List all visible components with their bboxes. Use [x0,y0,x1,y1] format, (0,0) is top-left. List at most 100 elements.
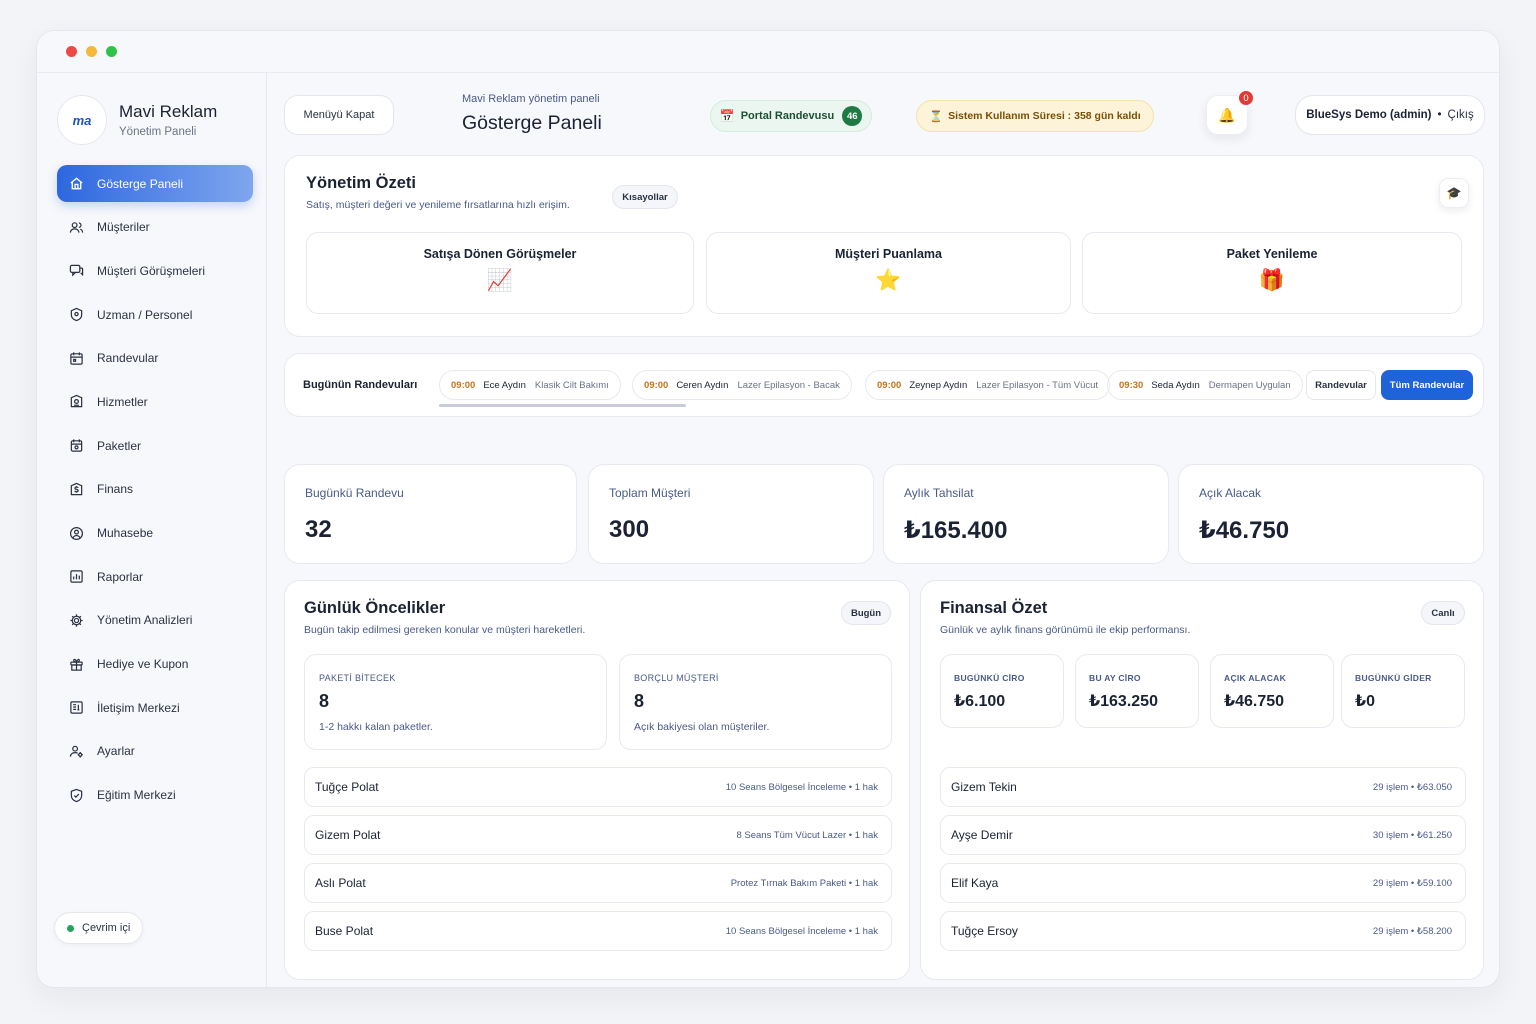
appointment-chip[interactable]: 09:00 Ceren Aydın Lazer Epilasyon - Baca… [632,370,852,400]
all-appointments-button[interactable]: Tüm Randevular [1381,370,1473,400]
gift-icon [70,658,83,671]
list-item[interactable]: Buse Polat 10 Seans Bölgesel İnceleme • … [304,911,892,951]
sidebar-item-label: Ayarlar [97,744,135,759]
shortcut-package-renewal[interactable]: Paket Yenileme 🎁 [1082,232,1462,314]
appointment-service: Klasik Cilt Bakımı [534,379,609,391]
star-icon: ⭐ [875,269,902,292]
brand-logo: ma [57,95,107,145]
finance-metric-value: ₺163.250 [1089,693,1158,710]
logout-link[interactable]: Çıkış [1447,109,1474,121]
table-row[interactable]: Tuğçe Ersoy 29 işlem • ₺58.200 [940,911,1466,951]
sidebar-item-staff[interactable]: Uzman / Personel [57,296,253,333]
sidebar-item-label: Finans [97,482,134,497]
shortcut-title: Müşteri Puanlama [835,247,942,261]
stat-card-open-receivables: Açık Alacak ₺46.750 [1178,464,1484,564]
sidebar-item-contact-center[interactable]: İletişim Merkezi [57,689,253,726]
appointment-time: 09:00 [451,379,476,391]
metric-label: BORÇLU MÜŞTERİ [634,673,719,683]
shortcuts-badge: Kısayollar [612,185,678,209]
chat-icon [69,265,84,278]
portal-appointment-count: 46 [842,106,863,126]
list-item[interactable]: Aslı Polat Protez Tırnak Bakım Paketi • … [304,863,892,903]
list-item[interactable]: Gizem Polat 8 Seans Tüm Vücut Lazer • 1 … [304,815,892,855]
staff-performance: 29 işlem • ₺63.050 [1372,781,1452,793]
table-row[interactable]: Elif Kaya 29 işlem • ₺59.100 [940,863,1466,903]
staff-performance: 29 işlem • ₺58.200 [1372,925,1452,937]
sidebar-item-dashboard[interactable]: Gösterge Paneli [57,165,253,202]
metric-package-ending: PAKETİ BİTECEK 8 1-2 hakkı kalan paketle… [304,654,607,750]
list-item-detail: 8 Seans Tüm Vücut Lazer • 1 hak [736,829,878,841]
chart-up-icon: 📈 [486,269,514,292]
sidebar-item-gift-coupon[interactable]: Hediye ve Kupon [57,646,253,683]
sidebar-item-accounting[interactable]: Muhasebe [57,515,253,552]
brand-subtitle: Yönetim Paneli [119,126,197,138]
graduation-cap-icon[interactable]: 🎓 [1439,178,1469,208]
appointments-scrollbar[interactable] [439,404,686,407]
shield-icon [70,788,83,802]
notifications-button[interactable]: 🔔 0 [1206,89,1255,135]
sidebar-item-label: Müşteriler [97,220,150,235]
list-item-name: Tuğçe Polat [315,780,379,794]
sidebar-item-customer-meetings[interactable]: Müşteri Görüşmeleri [57,252,253,289]
sidebar-item-label: İletişim Merkezi [97,700,180,715]
list-item[interactable]: Tuğçe Polat 10 Seans Bölgesel İnceleme •… [304,767,892,807]
appointment-name: Seda Aydın [1151,379,1200,391]
staff-performance: 30 işlem • ₺61.250 [1372,829,1452,841]
notification-count-badge: 0 [1237,89,1255,107]
sidebar-item-appointments[interactable]: Randevular [57,340,253,377]
maximize-window-dot[interactable] [106,46,117,57]
bell-icon: 🔔 [1218,106,1236,123]
user-menu[interactable]: BlueSys Demo (admin) • Çıkış [1295,95,1485,135]
financial-summary-subtitle: Günlük ve aylık finans görünümü ile ekip… [940,624,1191,636]
calendar-icon: 📅 [719,109,735,123]
brand[interactable]: ma Mavi Reklam Yönetim Paneli [57,95,217,145]
list-item-name: Aslı Polat [315,876,366,890]
app-window: ma Mavi Reklam Yönetim Paneli Gösterge P… [36,30,1500,988]
sidebar-item-finance[interactable]: Finans [57,471,253,508]
finance-metric-value: ₺0 [1355,693,1376,710]
table-row[interactable]: Ayşe Demir 30 işlem • ₺61.250 [940,815,1466,855]
minimize-window-dot[interactable] [86,46,97,57]
appointment-chip[interactable]: 09:30 Seda Aydın Dermapen Uygulan [1107,370,1303,400]
sidebar-item-analytics[interactable]: Yönetim Analizleri [57,602,253,639]
appointments-button[interactable]: Randevular [1306,370,1376,400]
sidebar: ma Mavi Reklam Yönetim Paneli Gösterge P… [37,73,267,987]
finance-metric-label: BU AY CİRO [1089,673,1141,683]
staff-name: Elif Kaya [951,876,999,890]
gift-icon: 🎁 [1258,269,1286,292]
stat-card-total-customers: Toplam Müşteri 300 [588,464,874,564]
table-row[interactable]: Gizem Tekin 29 işlem • ₺63.050 [940,767,1466,807]
today-appointments-label: Bugünün Randevuları [303,379,418,391]
sidebar-item-packages[interactable]: Paketler [57,427,253,464]
stat-label: Aylık Tahsilat [904,486,974,500]
metric-description: 1-2 hakkı kalan paketler. [319,721,433,733]
staff-name: Ayşe Demir [951,828,1013,842]
today-appointments-bar: Bugünün Randevuları 09:00 Ece Aydın Klas… [284,353,1484,417]
calendar-icon [70,352,83,365]
shortcut-customer-scoring[interactable]: Müşteri Puanlama ⭐ [706,232,1071,314]
sidebar-item-customers[interactable]: Müşteriler [57,209,253,246]
brand-name: Mavi Reklam [119,102,218,121]
close-window-dot[interactable] [66,46,77,57]
package-icon [70,439,83,452]
portal-appointment-badge[interactable]: 📅 Portal Randevusu 46 [710,100,872,132]
hourglass-icon: ⏳ [929,110,944,123]
toggle-menu-label: Menüyü Kapat [303,109,375,121]
sidebar-item-reports[interactable]: Raporlar [57,558,253,595]
shortcut-sales-meetings[interactable]: Satışa Dönen Görüşmeler 📈 [306,232,694,314]
metric-description: Açık bakiyesi olan müşteriler. [634,721,770,733]
online-status[interactable]: Çevrim içi [54,912,144,944]
finance-metric-value: ₺6.100 [954,693,1006,710]
appointment-chip[interactable]: 09:00 Ece Aydın Klasik Cilt Bakımı [439,370,621,400]
appointment-time: 09:30 [1119,379,1144,391]
online-dot-icon [67,924,74,932]
sidebar-item-services[interactable]: Hizmetler [57,383,253,420]
appointment-chip[interactable]: 09:00 Zeynep Aydın Lazer Epilasyon - Tüm… [865,370,1111,400]
sidebar-item-training[interactable]: Eğitim Merkezi [57,777,253,814]
sidebar-item-label: Gösterge Paneli [97,176,184,191]
sidebar-nav: Gösterge Paneli Müşteriler Müşteri Görüş… [57,165,253,820]
users-icon [69,221,84,233]
sidebar-item-settings[interactable]: Ayarlar [57,733,253,770]
toggle-menu-button[interactable]: Menüyü Kapat [284,95,394,135]
list-item-detail: Protez Tırnak Bakım Paketi • 1 hak [730,877,878,889]
